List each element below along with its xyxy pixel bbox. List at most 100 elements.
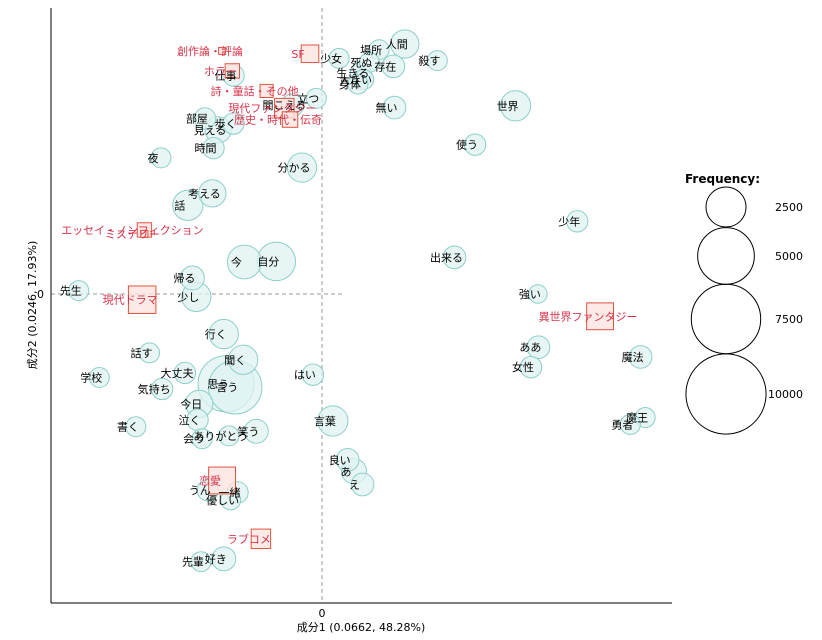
word-bubble	[125, 416, 147, 438]
category-label: 創作論・評論	[177, 44, 243, 58]
word-label: 書く	[117, 420, 139, 434]
word-bubble	[191, 428, 213, 450]
word-label: 良い	[329, 453, 351, 467]
word-bubble	[519, 356, 543, 379]
word-label: 気持ち	[138, 382, 171, 396]
word-label: 大きい	[339, 73, 372, 87]
category-label: 現代ファンタジー	[228, 102, 316, 115]
word-label: 話	[174, 198, 185, 212]
word-label: 泣く	[179, 413, 201, 427]
word-bubble	[202, 136, 225, 160]
word-bubble	[150, 377, 174, 401]
word-label: 先輩	[182, 555, 204, 569]
x-axis-title: 成分1 (0.0662, 48.28%)	[297, 621, 426, 634]
word-label: 歩く	[214, 117, 236, 131]
word-bubble	[426, 50, 448, 72]
word-label: 使う	[456, 139, 478, 152]
word-label: 身体	[339, 77, 361, 91]
word-label: 言葉	[314, 414, 336, 428]
word-bubble	[172, 189, 204, 221]
word-bubble	[173, 361, 197, 385]
word-bubble	[305, 87, 327, 109]
category-label: ミステリー	[105, 228, 160, 241]
word-label: 人間	[386, 38, 408, 51]
word-bubble	[243, 418, 269, 444]
word-label: 魔法	[622, 350, 644, 364]
legend-label: 2500	[775, 201, 803, 214]
word-label: 見える	[194, 124, 227, 137]
word-label: 好き	[205, 552, 227, 566]
word-label: え	[349, 478, 360, 491]
legend-circle	[690, 283, 762, 355]
word-label: 自分	[257, 255, 279, 268]
frequency-legend: Frequency: 2500 5000 7500 10000	[685, 172, 803, 435]
word-bubble	[222, 112, 245, 135]
legend-title: Frequency:	[685, 172, 760, 186]
word-label: 世界	[497, 100, 519, 113]
word-label: 場所	[360, 44, 382, 57]
word-label: 先生	[60, 284, 82, 298]
word-bubble	[211, 546, 237, 572]
category-label: SF	[291, 48, 304, 61]
category-square	[140, 229, 149, 238]
category-square	[281, 111, 299, 128]
word-label: 今	[231, 255, 242, 269]
legend-label: 7500	[775, 313, 803, 326]
category-square	[208, 466, 236, 495]
word-bubble	[566, 210, 589, 233]
word-bubble	[628, 345, 653, 369]
category-label: ホラー	[204, 65, 237, 78]
word-bubble	[499, 90, 532, 122]
word-bubble	[228, 344, 259, 375]
y-tick-label: 0	[37, 288, 44, 301]
word-label: 無い	[376, 101, 398, 115]
word-bubble	[286, 152, 318, 183]
word-bubble	[382, 95, 407, 120]
word-label: 出来る	[430, 250, 463, 264]
x-tick-label: 0	[319, 607, 326, 620]
word-bubble	[198, 179, 227, 208]
legend-circle	[705, 186, 747, 228]
word-label: 立つ	[297, 91, 319, 105]
word-label: 考える	[188, 187, 221, 200]
word-bubble	[619, 413, 641, 435]
category-label: 歴史・時代・伝奇	[234, 114, 322, 127]
y-axis-title: 成分2 (0.0246, 17.93%)	[26, 241, 39, 370]
word-label: 聞く	[224, 354, 246, 367]
word-label: あ	[340, 465, 351, 478]
word-label: 存在	[374, 59, 396, 73]
word-label: 勇者	[611, 418, 633, 431]
category-label: エッセイ・ノンフィクション	[61, 224, 203, 237]
word-label: 聞こえる	[262, 99, 306, 112]
category-label: 現代ドラマ	[103, 294, 158, 307]
word-label: 話す	[131, 346, 153, 360]
word-bubble	[442, 245, 467, 270]
word-label: うん	[189, 484, 211, 497]
word-bubble	[317, 405, 349, 437]
category-label: 異世界ファンタジー	[539, 310, 638, 323]
legend-circle	[685, 353, 767, 435]
word-label: 学校	[80, 371, 102, 385]
word-label: 言う	[216, 381, 238, 394]
legend-circle	[697, 227, 755, 285]
word-label: 夜	[147, 151, 158, 165]
word-label: 優しい	[206, 494, 239, 507]
word-bubble	[390, 29, 420, 59]
category-label: 詩・童話・その他	[211, 84, 299, 98]
category-square	[259, 83, 274, 98]
word-label: 大丈夫	[160, 366, 193, 380]
word-bubble	[528, 284, 548, 304]
category-label: 恋愛	[199, 473, 221, 487]
word-label: 行く	[205, 328, 227, 341]
word-label: ああ	[519, 341, 541, 354]
word-label: 女性	[512, 360, 534, 374]
category-square	[224, 63, 241, 79]
word-bubble	[150, 147, 172, 169]
word-bubble	[208, 318, 239, 350]
word-label: 時間	[195, 142, 217, 155]
word-label: 会う	[183, 433, 205, 446]
word-label: 死ぬ	[350, 56, 372, 69]
word-bubble	[226, 244, 262, 280]
category-square	[250, 528, 272, 550]
word-label: 思う	[207, 378, 229, 391]
